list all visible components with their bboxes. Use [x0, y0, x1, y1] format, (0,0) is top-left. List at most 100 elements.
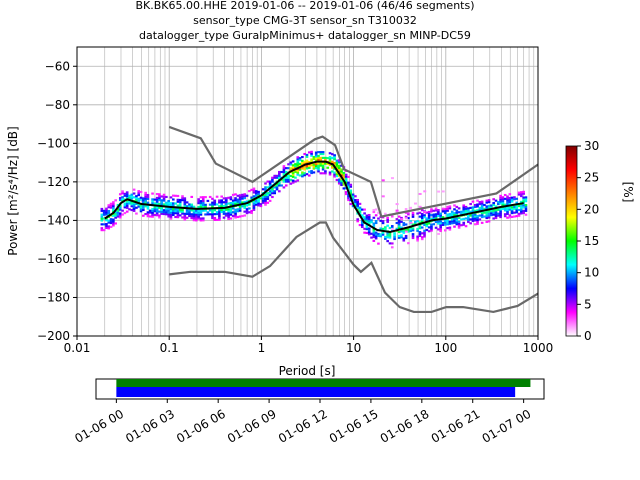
grid: [76, 47, 538, 337]
ppsd-cell: [155, 193, 159, 196]
ppsd-cell: [420, 232, 424, 235]
ppsd-cell: [395, 203, 399, 206]
ppsd-cell: [160, 201, 164, 204]
ppsd-cell: [455, 223, 459, 226]
ppsd-cell: [469, 222, 472, 225]
ppsd-cell: [513, 198, 516, 201]
ppsd-cell: [280, 170, 283, 174]
ppsd-cell: [107, 211, 111, 215]
ppsd-cell: [517, 208, 521, 212]
ppsd-cell: [118, 212, 122, 215]
ppsd-cell: [450, 212, 454, 215]
ppsd-cell: [153, 202, 157, 205]
ppsd-cell: [201, 196, 205, 199]
ppsd-cell: [388, 234, 392, 237]
ppsd-cell: [222, 205, 226, 208]
ppsd-cell: [496, 214, 500, 217]
ppsd-cell: [407, 217, 410, 220]
ppsd-cell: [400, 230, 403, 233]
ppsd-cell: [158, 214, 161, 217]
ppsd-cell: [453, 219, 456, 222]
ppsd-cell: [310, 150, 313, 153]
ppsd-cell: [333, 167, 336, 170]
ppsd-cell: [321, 164, 325, 167]
ppsd-cell: [354, 204, 357, 207]
ppsd-cell: [137, 192, 141, 195]
ppsd-cell: [162, 199, 166, 202]
ppsd-cell: [271, 180, 274, 183]
ppsd-cell: [289, 169, 293, 172]
ppsd-cell: [176, 208, 180, 211]
ppsd-cell: [109, 204, 113, 207]
ppsd-cell: [243, 204, 247, 207]
ppsd-cell: [254, 199, 258, 202]
ppsd-cell: [520, 206, 523, 209]
ppsd-cell: [506, 197, 509, 200]
ppsd-cell: [139, 196, 143, 199]
ppsd-cell: [151, 207, 154, 211]
ppsd-cell: [181, 197, 184, 200]
ppsd-cell: [201, 217, 205, 220]
ppsd-cell: [314, 151, 318, 154]
ppsd-cell: [319, 164, 323, 167]
ppsd-cell: [354, 195, 357, 198]
ppsd-cell: [425, 225, 429, 228]
ppsd-cell: [388, 232, 392, 235]
title-line-1: BK.BK65.00.HHE 2019-01-06 -- 2019-01-06 …: [135, 0, 474, 12]
ppsd-cell: [515, 207, 519, 210]
ppsd-cell: [480, 204, 484, 207]
ppsd-cell: [478, 218, 482, 221]
ppsd-cell: [185, 201, 189, 204]
ppsd-cell: [344, 181, 348, 184]
ppsd-cell: [492, 217, 495, 220]
ppsd-cell: [229, 209, 233, 212]
ppsd-cell: [361, 225, 364, 228]
ppsd-cell: [105, 207, 108, 210]
ppsd-cell: [386, 218, 389, 221]
ppsd-cell: [501, 196, 505, 199]
ppsd-cell: [144, 212, 147, 216]
ppsd-cell: [199, 217, 203, 220]
ppsd-cell: [356, 220, 359, 223]
ppsd-cell: [291, 175, 295, 178]
ppsd-cell: [340, 174, 343, 177]
ppsd-cell: [105, 226, 108, 230]
ppsd-cell: [374, 233, 378, 236]
ppsd-cell: [513, 207, 516, 210]
ppsd-cell: [241, 214, 244, 218]
ppsd-cell: [190, 209, 194, 212]
ppsd-cell: [107, 225, 111, 228]
ppsd-cell: [395, 209, 399, 212]
ppsd-cell: [238, 205, 242, 208]
ppsd-cell: [379, 227, 383, 230]
colorbar-tick-label: 30: [584, 139, 599, 153]
ppsd-cell: [420, 214, 424, 218]
ppsd-cell: [524, 204, 528, 207]
ppsd-cell: [225, 201, 228, 204]
ppsd-cell: [319, 172, 323, 175]
ppsd-cell: [165, 203, 168, 206]
ppsd-cell: [487, 212, 491, 215]
ppsd-cell: [337, 168, 341, 171]
ppsd-cell: [340, 181, 343, 185]
ppsd-cell: [144, 191, 147, 194]
ppsd-cell: [462, 221, 466, 224]
ppsd-cell: [448, 226, 452, 229]
ppsd-cell: [192, 213, 196, 216]
ppsd-cell: [361, 214, 364, 217]
ppsd-cell: [197, 198, 200, 201]
ppsd-cell: [148, 211, 152, 214]
ppsd-cell: [284, 184, 288, 187]
ppsd-cell: [372, 216, 376, 219]
ppsd-cell: [146, 197, 150, 200]
ppsd-cell: [400, 226, 403, 229]
ppsd-cell: [342, 181, 346, 184]
ppsd-cell: [476, 222, 479, 225]
ppsd-cell: [342, 175, 346, 178]
ppsd-cell: [372, 232, 376, 235]
y-tick-label: −120: [37, 175, 70, 189]
ppsd-cell: [229, 217, 233, 220]
ppsd-cell: [485, 211, 489, 214]
ppsd-cell: [351, 195, 355, 198]
